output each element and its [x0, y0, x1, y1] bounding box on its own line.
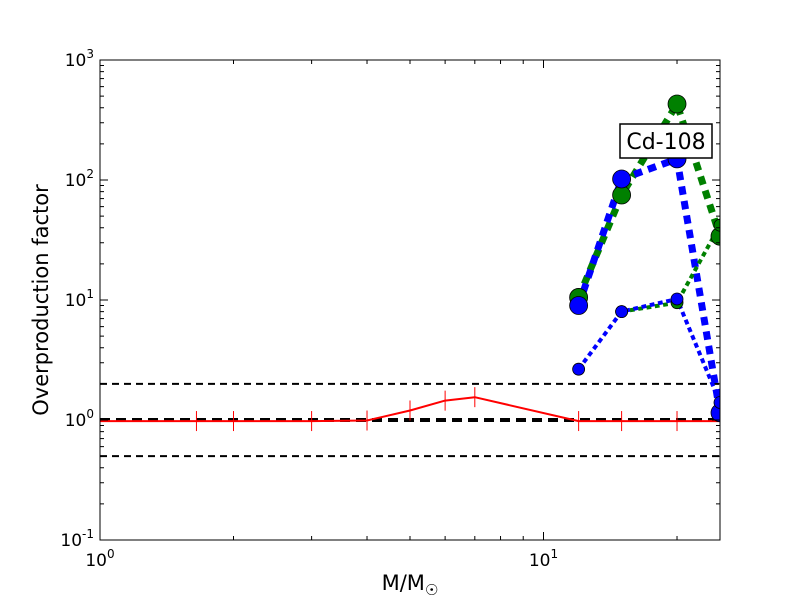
- x-tick-label-0: 100: [85, 547, 114, 571]
- series-line-0: [100, 396, 720, 423]
- series-4-point-1: [615, 305, 629, 319]
- data-markers: [100, 94, 720, 432]
- annotation-label: Cd-108: [626, 130, 705, 155]
- annotation-frame: [619, 123, 713, 159]
- plot-background: [100, 60, 720, 540]
- y-axis-label: Overproduction factor: [29, 184, 53, 416]
- y-tick-label-3: 102: [65, 167, 94, 191]
- series-4-point-2: [670, 292, 684, 306]
- x-tick-label-1: 101: [529, 547, 558, 571]
- y-tick-label-1: 100: [65, 407, 94, 431]
- y-tick-label-0: 10-1: [60, 527, 94, 551]
- y-tick-label-4: 103: [65, 47, 94, 71]
- series-4-point-0: [572, 362, 586, 376]
- series-line-3: [621, 224, 720, 314]
- series-line-2: [575, 155, 720, 414]
- series-1-point-1: [612, 185, 632, 205]
- series-line-4: [576, 297, 720, 404]
- y-tick-label-2: 101: [65, 287, 94, 311]
- x-axis-label-subscript: ☉: [425, 581, 438, 599]
- series-2-point-1: [612, 169, 632, 189]
- series-1-point-3: [710, 226, 720, 246]
- annotation-box: Cd-108: [619, 123, 713, 159]
- series-1-point-2: [667, 94, 687, 114]
- series-4-point-3: [713, 396, 720, 409]
- x-axis-label: M/M☉: [382, 571, 439, 599]
- series-2-point-0: [569, 296, 589, 315]
